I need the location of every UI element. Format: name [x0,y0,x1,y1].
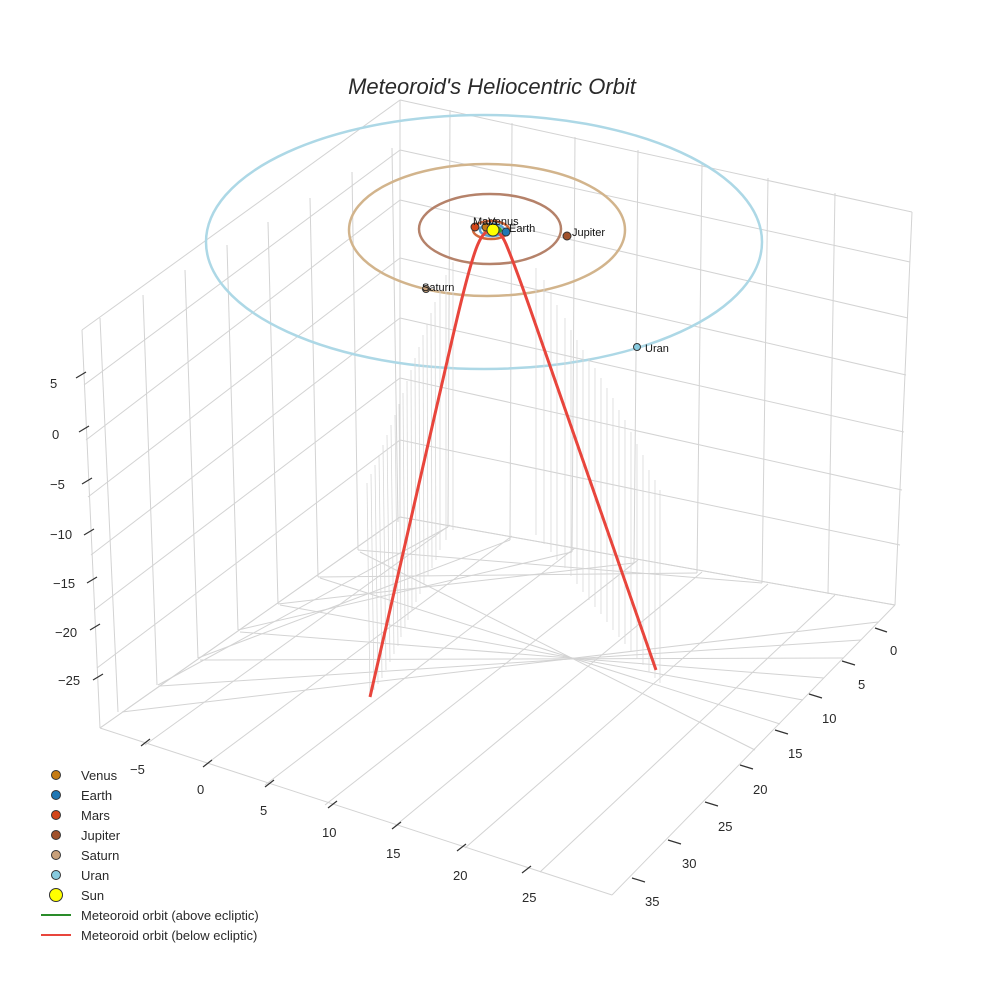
jupiter-marker [562,231,572,241]
legend-item-uran[interactable]: Uran [36,865,259,885]
grid-back-left-wall [81,99,401,729]
y-axis-ticks [631,627,888,883]
x-axis-ticks [140,738,532,874]
sun-dot-icon [49,888,63,902]
y-tick-20: 20 [753,782,768,797]
z-tick-5: 5 [50,376,58,391]
label-jupiter: Jupiter [572,227,606,239]
mars-marker [470,222,480,232]
saturn-orbit [347,162,627,298]
x-tick-10: 10 [322,825,337,840]
label-venus: Venus [488,216,519,228]
legend-item-venus[interactable]: Venus [36,765,259,785]
uran-marker [633,343,641,351]
green-line-icon [41,914,71,916]
label-mars: Mars [473,216,498,228]
legend-item-saturn[interactable]: Saturn [36,845,259,865]
legend-item-sun[interactable]: Sun [36,885,259,905]
planet-orbits [204,113,764,371]
z-tick-neg15: −15 [53,576,76,591]
jupiter-orbit [417,192,563,266]
earth-dot-icon [51,790,61,800]
y-tick-35: 35 [645,894,660,909]
chart-title: Meteoroid's Heliocentric Orbit [348,74,636,99]
earth-marker [501,227,511,237]
sun-marker [486,223,500,237]
uran-orbit [204,113,764,371]
x-tick-15: 15 [386,846,401,861]
legend-item-mars[interactable]: Mars [36,805,259,825]
z-tick-neg10: −10 [50,527,73,542]
x-tick-0: 0 [197,782,205,797]
venus-dot-icon [51,770,61,780]
x-tick-5: 5 [260,803,268,818]
label-saturn: Saturn [422,282,455,294]
legend-item-earth[interactable]: Earth [36,785,259,805]
x-tick-25: 25 [522,890,537,905]
grid-back-right-wall [399,99,913,606]
z-tick-neg20: −20 [55,625,78,640]
legend: Venus Earth Mars Jupiter Saturn Uran Sun… [36,765,259,945]
saturn-dot-icon [51,850,61,860]
planet-markers[interactable] [422,222,641,351]
legend-item-jupiter[interactable]: Jupiter [36,825,259,845]
label-earth: Earth [509,223,536,235]
legend-item-orbit-below[interactable]: Meteoroid orbit (below ecliptic) [36,925,259,945]
z-tick-0: 0 [52,427,60,442]
mars-dot-icon [51,810,61,820]
label-uran: Uran [645,343,669,355]
grid-floor [99,516,896,896]
legend-item-orbit-above[interactable]: Meteoroid orbit (above ecliptic) [36,905,259,925]
x-tick-neg5: −5 [130,762,145,777]
y-tick-15: 15 [788,746,803,761]
y-tick-5: 5 [858,677,866,692]
y-tick-25: 25 [718,819,733,834]
uran-dot-icon [51,870,61,880]
meteoroid-drop-lines [366,262,661,696]
y-tick-0: 0 [890,643,898,658]
y-tick-30: 30 [682,856,697,871]
x-tick-20: 20 [453,868,468,883]
z-axis-ticks [75,371,104,681]
z-tick-neg5: −5 [50,477,65,492]
saturn-marker [422,285,430,293]
jupiter-dot-icon [51,830,61,840]
y-tick-10: 10 [822,711,837,726]
z-tick-neg25: −25 [58,673,81,688]
red-line-icon [41,934,71,936]
